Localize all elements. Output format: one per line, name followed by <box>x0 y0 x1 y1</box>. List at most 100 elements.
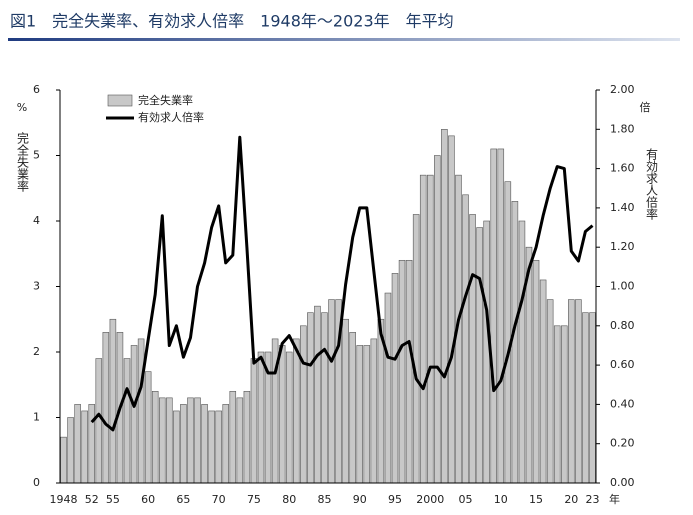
x-tick-label: 05 <box>459 493 473 506</box>
bar <box>349 332 356 484</box>
legend-swatch <box>107 94 133 107</box>
legend-label: 完全失業率 <box>138 93 193 107</box>
y-tick-label: 3 <box>33 280 40 293</box>
x-tick-label: 55 <box>106 493 120 506</box>
bar <box>166 397 173 484</box>
x-tick-label: 2000 <box>416 493 444 506</box>
bar <box>307 312 314 484</box>
bar <box>236 397 244 484</box>
bar <box>60 436 67 484</box>
bar <box>123 358 131 484</box>
bar <box>589 312 596 484</box>
y-tick-label: 4 <box>33 214 40 227</box>
y2-tick-label: 0.00 <box>610 476 635 489</box>
y2-tick-label: 1.80 <box>610 122 635 135</box>
bar <box>539 279 547 484</box>
x-tick-label: 80 <box>282 493 296 506</box>
bar <box>285 351 293 484</box>
y2-tick-label: 1.20 <box>610 240 635 253</box>
bar <box>483 220 490 484</box>
bar <box>490 148 497 484</box>
bar <box>328 299 335 484</box>
bar <box>546 299 554 484</box>
x-tick-label: 15 <box>529 493 543 506</box>
bar <box>222 404 229 484</box>
bar <box>300 325 307 484</box>
bar <box>518 220 526 484</box>
x-tick-label: 60 <box>141 493 155 506</box>
bar <box>511 201 519 484</box>
y-tick-label: 6 <box>33 83 40 96</box>
bar <box>314 305 321 484</box>
bar <box>441 129 448 484</box>
x-tick-label: 65 <box>176 493 190 506</box>
bar <box>462 194 469 484</box>
bar <box>370 338 378 484</box>
y-axis-label: 完全失業率 <box>16 131 30 192</box>
bar <box>384 292 392 484</box>
y2-tick-label: 0.80 <box>610 319 635 332</box>
bar <box>582 312 589 484</box>
x-tick-label: 52 <box>85 493 99 506</box>
legend-label: 有効求人倍率 <box>138 110 204 124</box>
bar <box>95 358 103 484</box>
bar <box>187 397 194 484</box>
bar <box>88 404 95 484</box>
bar <box>250 358 258 484</box>
chart-title: 図1 完全失業率、有効求人倍率 1948年～2023年 年平均 <box>10 12 454 31</box>
y2-unit: 倍 <box>640 100 651 114</box>
bar <box>561 325 568 484</box>
bar <box>497 148 505 484</box>
bar <box>109 318 117 484</box>
y-tick-label: 2 <box>33 345 40 358</box>
x-tick-label: 10 <box>494 493 508 506</box>
bar <box>194 397 201 484</box>
bar <box>208 410 215 484</box>
bar <box>130 345 138 484</box>
bar <box>342 318 349 484</box>
bar <box>321 312 328 484</box>
x-tick-label: 20 <box>564 493 578 506</box>
y2-tick-label: 1.00 <box>610 280 635 293</box>
bar <box>173 410 180 484</box>
title-rule <box>8 38 680 41</box>
y2-tick-label: 1.60 <box>610 162 635 175</box>
bar <box>229 390 237 484</box>
bar <box>151 390 159 484</box>
y2-tick-label: 0.60 <box>610 358 635 371</box>
bar <box>81 410 88 484</box>
bar <box>419 174 427 484</box>
bar <box>363 345 371 484</box>
y2-tick-label: 0.20 <box>610 437 635 450</box>
y2-axis-label: 有効求人倍率 <box>645 148 659 220</box>
bar <box>201 404 208 484</box>
y-tick-label: 1 <box>33 411 40 424</box>
y2-tick-label: 2.00 <box>610 83 635 96</box>
y2-tick-label: 0.40 <box>610 397 635 410</box>
bar <box>427 174 434 484</box>
bar <box>137 338 145 484</box>
bar <box>476 227 483 484</box>
bar <box>532 259 540 484</box>
bar <box>215 410 222 484</box>
x-tick-label: 95 <box>388 493 402 506</box>
bar <box>504 181 512 484</box>
bar <box>180 404 187 484</box>
bar <box>356 345 363 484</box>
bar <box>405 259 413 484</box>
bar <box>434 155 441 484</box>
x-unit: 年 <box>609 492 620 506</box>
bar <box>278 345 286 484</box>
x-tick-label: 85 <box>317 493 331 506</box>
bar <box>102 332 110 484</box>
x-tick-label: 70 <box>212 493 226 506</box>
bar <box>67 417 74 484</box>
bar <box>398 259 406 484</box>
bar <box>553 325 561 484</box>
line <box>90 135 594 432</box>
x-tick-label: 75 <box>247 493 261 506</box>
bar <box>575 299 582 484</box>
bar <box>293 338 300 484</box>
y-tick-label: 5 <box>33 149 40 162</box>
